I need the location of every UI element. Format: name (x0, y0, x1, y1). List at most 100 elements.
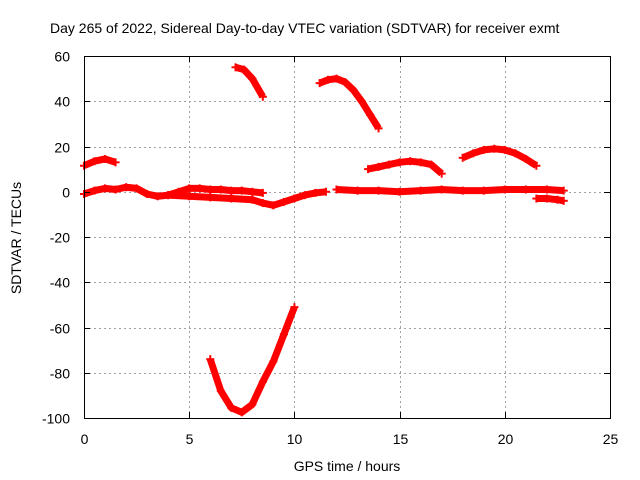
data-point (206, 193, 215, 202)
data-point (395, 187, 404, 196)
data-point (364, 165, 373, 174)
data-point (195, 184, 204, 193)
data-point (231, 63, 240, 72)
data-point (300, 191, 309, 200)
data-point (469, 149, 478, 158)
data-point (521, 185, 530, 194)
data-point (416, 186, 425, 195)
x-axis-label: GPS time / hours (294, 458, 401, 474)
data-point (269, 357, 278, 366)
data-point (511, 149, 520, 158)
data-point (374, 124, 383, 133)
y-tick-label: -20 (50, 230, 70, 246)
series-line-arc-high-b (318, 75, 382, 131)
data-point (332, 185, 341, 194)
x-tick-label: 10 (287, 431, 303, 447)
data-point (406, 157, 415, 166)
series-layer (80, 63, 568, 417)
y-tick-label: -100 (42, 411, 70, 427)
data-point (143, 190, 152, 199)
data-point (258, 377, 267, 386)
data-point (559, 196, 568, 205)
data-point (366, 110, 375, 119)
y-tick-label: 20 (54, 140, 70, 156)
data-point (90, 157, 99, 166)
data-point (553, 195, 562, 204)
data-point (164, 191, 173, 200)
data-point (185, 184, 194, 193)
x-tick-label: 5 (186, 431, 194, 447)
data-point (500, 185, 509, 194)
data-point (416, 158, 425, 167)
y-tick-label: 40 (54, 94, 70, 110)
data-point (101, 154, 110, 163)
series-line-arc-high-a (234, 63, 266, 99)
data-point (479, 186, 488, 195)
data-point (458, 153, 467, 162)
y-tick-label: 0 (62, 185, 70, 201)
data-point (427, 160, 436, 169)
data-point (216, 185, 225, 194)
x-tick-label: 25 (603, 431, 619, 447)
data-point (532, 161, 541, 170)
data-point (90, 186, 99, 195)
series-line-arc-early-hump (82, 155, 117, 169)
data-point (258, 199, 267, 208)
data-point (437, 185, 446, 194)
data-point (227, 403, 236, 412)
data-point (542, 185, 551, 194)
data-point (353, 186, 362, 195)
data-point (279, 197, 288, 206)
grid-layer (84, 56, 610, 418)
data-point (206, 355, 215, 364)
data-point (206, 185, 215, 194)
chart-title: Day 265 of 2022, Sidereal Day-to-day VTE… (50, 20, 559, 36)
data-point (349, 85, 358, 94)
plot-frame (84, 56, 611, 419)
data-point (437, 169, 446, 178)
data-point (321, 187, 330, 196)
data-point (332, 74, 341, 83)
data-point (340, 78, 349, 87)
data-point (101, 184, 110, 193)
data-point (258, 92, 267, 101)
data-point (395, 158, 404, 167)
data-point (374, 186, 383, 195)
data-point (216, 386, 225, 395)
data-point (521, 154, 530, 163)
data-point (227, 186, 236, 195)
y-tick-label: -40 (50, 275, 70, 291)
y-tick-label: 60 (54, 49, 70, 65)
y-tick-label: -80 (50, 366, 70, 382)
data-point (239, 65, 248, 74)
data-point (227, 194, 236, 203)
data-point (248, 74, 257, 83)
data-point (237, 186, 246, 195)
data-point (490, 144, 499, 153)
data-point (185, 192, 194, 201)
data-point (311, 188, 320, 197)
series-line-arc-deep-minimum (206, 305, 298, 416)
x-tick-label: 20 (498, 431, 514, 447)
data-point (374, 162, 383, 171)
y-tick-label: -60 (50, 321, 70, 337)
x-tick-label: 0 (81, 431, 89, 447)
x-tick-label: 15 (393, 431, 409, 447)
data-point (458, 186, 467, 195)
data-point (258, 188, 267, 197)
y-axis-label: SDTVAR / TECUs (8, 182, 24, 294)
data-point (269, 201, 278, 210)
data-point (153, 192, 162, 201)
data-point (385, 160, 394, 169)
data-point (500, 145, 509, 154)
data-point (315, 79, 324, 88)
data-point (532, 194, 541, 203)
data-point (290, 303, 299, 312)
data-point (479, 145, 488, 154)
data-point (290, 194, 299, 203)
data-point (111, 185, 120, 194)
data-point (248, 400, 257, 409)
data-point (324, 75, 333, 84)
data-point (248, 195, 257, 204)
